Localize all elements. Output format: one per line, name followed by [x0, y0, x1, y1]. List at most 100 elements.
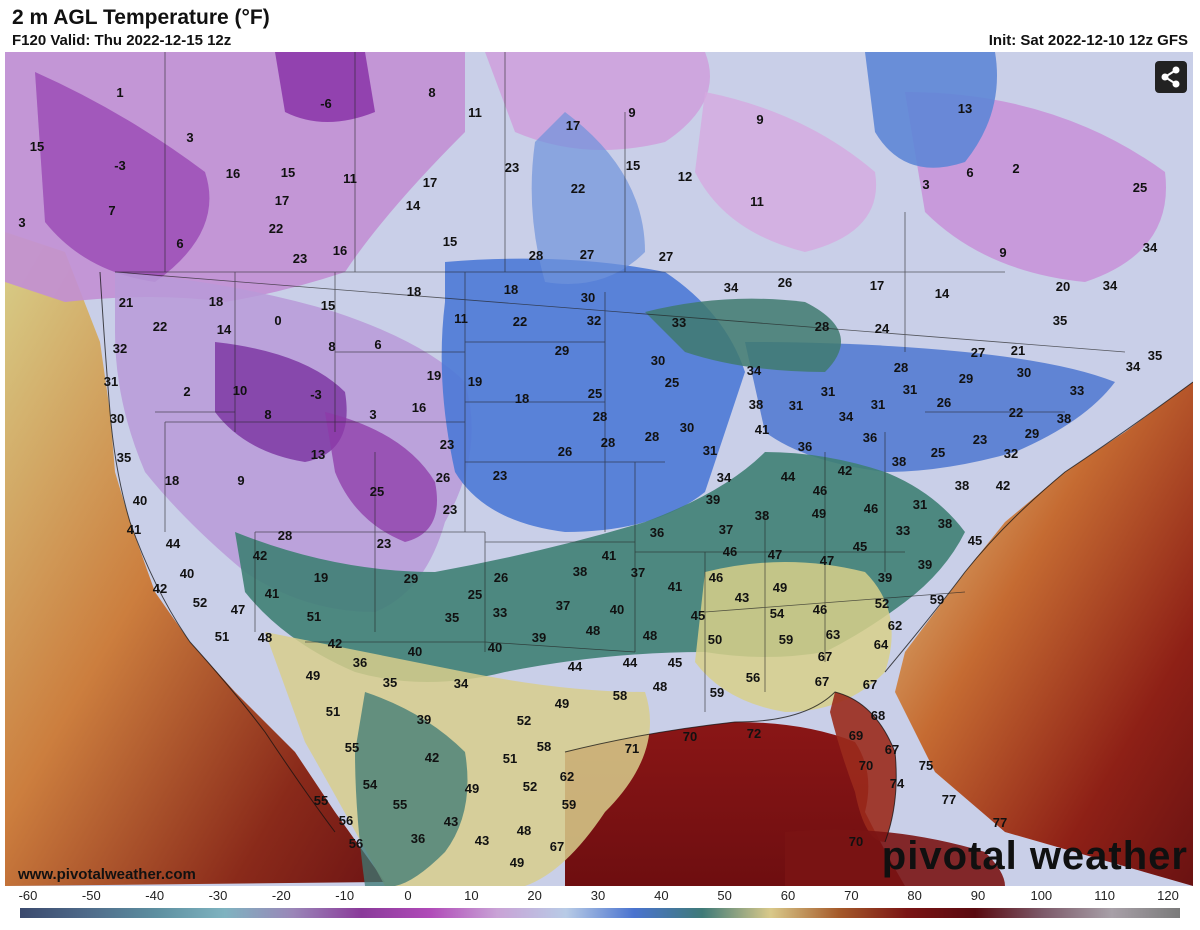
temperature-value-label: 39 [878, 570, 892, 585]
temperature-value-label: 19 [427, 368, 441, 383]
temperature-value-label: 67 [815, 674, 829, 689]
temperature-value-label: -6 [320, 96, 332, 111]
colorbar-tick-label: -40 [145, 888, 165, 903]
temperature-value-label: 31 [821, 384, 835, 399]
colorbar-tick-label: 30 [590, 888, 606, 903]
temperature-value-label: 48 [653, 679, 667, 694]
temperature-value-label: 10 [233, 383, 247, 398]
temperature-value-label: 46 [813, 602, 827, 617]
colorbar-gradient [20, 908, 1180, 918]
temperature-value-label: 77 [942, 792, 956, 807]
temperature-value-label: 43 [735, 590, 749, 605]
temperature-value-label: 37 [719, 522, 733, 537]
temperature-value-label: 42 [425, 750, 439, 765]
temperature-value-label: 28 [645, 429, 659, 444]
temperature-value-label: 38 [892, 454, 906, 469]
temperature-value-label: 31 [703, 443, 717, 458]
temperature-value-label: 34 [839, 409, 854, 424]
temperature-value-label: 23 [443, 502, 457, 517]
temperature-value-label: 13 [311, 447, 325, 462]
temperature-value-label: 14 [935, 286, 950, 301]
temperature-value-label: 27 [580, 247, 594, 262]
temperature-value-label: 3 [18, 215, 25, 230]
temperature-value-label: 36 [650, 525, 664, 540]
temperature-value-label: 30 [581, 290, 595, 305]
temperature-value-label: 22 [269, 221, 283, 236]
temperature-value-label: 38 [955, 478, 969, 493]
temperature-value-label: 45 [853, 539, 867, 554]
temperature-value-label: 59 [710, 685, 724, 700]
temperature-value-label: 35 [445, 610, 459, 625]
temperature-value-label: 15 [30, 139, 44, 154]
temperature-value-label: 38 [938, 516, 952, 531]
temperature-value-label: 34 [724, 280, 739, 295]
temperature-value-label: 31 [903, 382, 917, 397]
temperature-value-label: 28 [894, 360, 908, 375]
temperature-value-label: 21 [119, 295, 133, 310]
temperature-value-label: 32 [1004, 446, 1018, 461]
temperature-value-label: 56 [746, 670, 760, 685]
temperature-value-label: 33 [493, 605, 507, 620]
temperature-value-label: 43 [444, 814, 458, 829]
temperature-value-label: 58 [537, 739, 551, 754]
temperature-value-label: 52 [875, 596, 889, 611]
temperature-value-label: 40 [180, 566, 194, 581]
temperature-value-label: 17 [566, 118, 580, 133]
temperature-value-label: 18 [407, 284, 421, 299]
temperature-value-label: 21 [1011, 343, 1025, 358]
temperature-value-label: 67 [885, 742, 899, 757]
temperature-value-label: 36 [353, 655, 367, 670]
colorbar-tick-label: 40 [654, 888, 669, 903]
temperature-value-label: 39 [532, 630, 546, 645]
temperature-value-label: 9 [756, 112, 763, 127]
temperature-value-label: 56 [339, 813, 353, 828]
map-title: 2 m AGL Temperature (°F) [12, 6, 270, 29]
temperature-value-label: 52 [193, 595, 207, 610]
temperature-value-label: 14 [217, 322, 232, 337]
temperature-value-label: 38 [573, 564, 587, 579]
temperature-value-label: 51 [503, 751, 517, 766]
temperature-value-label: 33 [672, 315, 686, 330]
temperature-value-label: 17 [870, 278, 884, 293]
temperature-value-label: 31 [913, 497, 927, 512]
temperature-value-label: 42 [328, 636, 342, 651]
temperature-value-label: 48 [258, 630, 272, 645]
temperature-value-label: 49 [306, 668, 320, 683]
temperature-value-label: 37 [631, 565, 645, 580]
temperature-value-label: 23 [505, 160, 519, 175]
temperature-value-label: 26 [937, 395, 951, 410]
temperature-value-label: 9 [628, 105, 635, 120]
temperature-value-label: 6 [966, 165, 973, 180]
temperature-value-label: 45 [691, 608, 705, 623]
temperature-value-label: 28 [529, 248, 543, 263]
temperature-value-label: 23 [293, 251, 307, 266]
temperature-value-label: 17 [275, 193, 289, 208]
temperature-value-label: 50 [708, 632, 722, 647]
temperature-value-label: 34 [747, 363, 762, 378]
temperature-value-label: 24 [875, 321, 890, 336]
temperature-value-label: 44 [166, 536, 181, 551]
temperature-value-label: 25 [588, 386, 602, 401]
source-url[interactable]: www.pivotalweather.com [18, 866, 196, 883]
temperature-value-label: 3 [186, 130, 193, 145]
temperature-value-label: 19 [314, 570, 328, 585]
colorbar-tick-label: -30 [208, 888, 228, 903]
temperature-value-label: 1 [116, 85, 123, 100]
colorbar-tick-label: -20 [271, 888, 291, 903]
temperature-value-label: 35 [117, 450, 131, 465]
temperature-value-label: 25 [1133, 180, 1147, 195]
temperature-value-label: 74 [890, 776, 905, 791]
init-time: Init: Sat 2022-12-10 12z GFS [988, 32, 1188, 49]
share-button[interactable] [1155, 61, 1187, 93]
temperature-value-label: 25 [931, 445, 945, 460]
temperature-value-label: 49 [465, 781, 479, 796]
temperature-value-label: 59 [562, 797, 576, 812]
temperature-value-label: 2 [1012, 161, 1019, 176]
temperature-map[interactable]: 1 3 15 -3 7 6 3 16 15 17 22 23 11 16 -6 8 11 17 14 15 9 17 23 2… [5, 52, 1193, 886]
temperature-value-label: 26 [778, 275, 792, 290]
temperature-value-label: 46 [813, 483, 827, 498]
temperature-value-label: 52 [517, 713, 531, 728]
temperature-value-label: 35 [383, 675, 397, 690]
temperature-value-label: 34 [1103, 278, 1118, 293]
